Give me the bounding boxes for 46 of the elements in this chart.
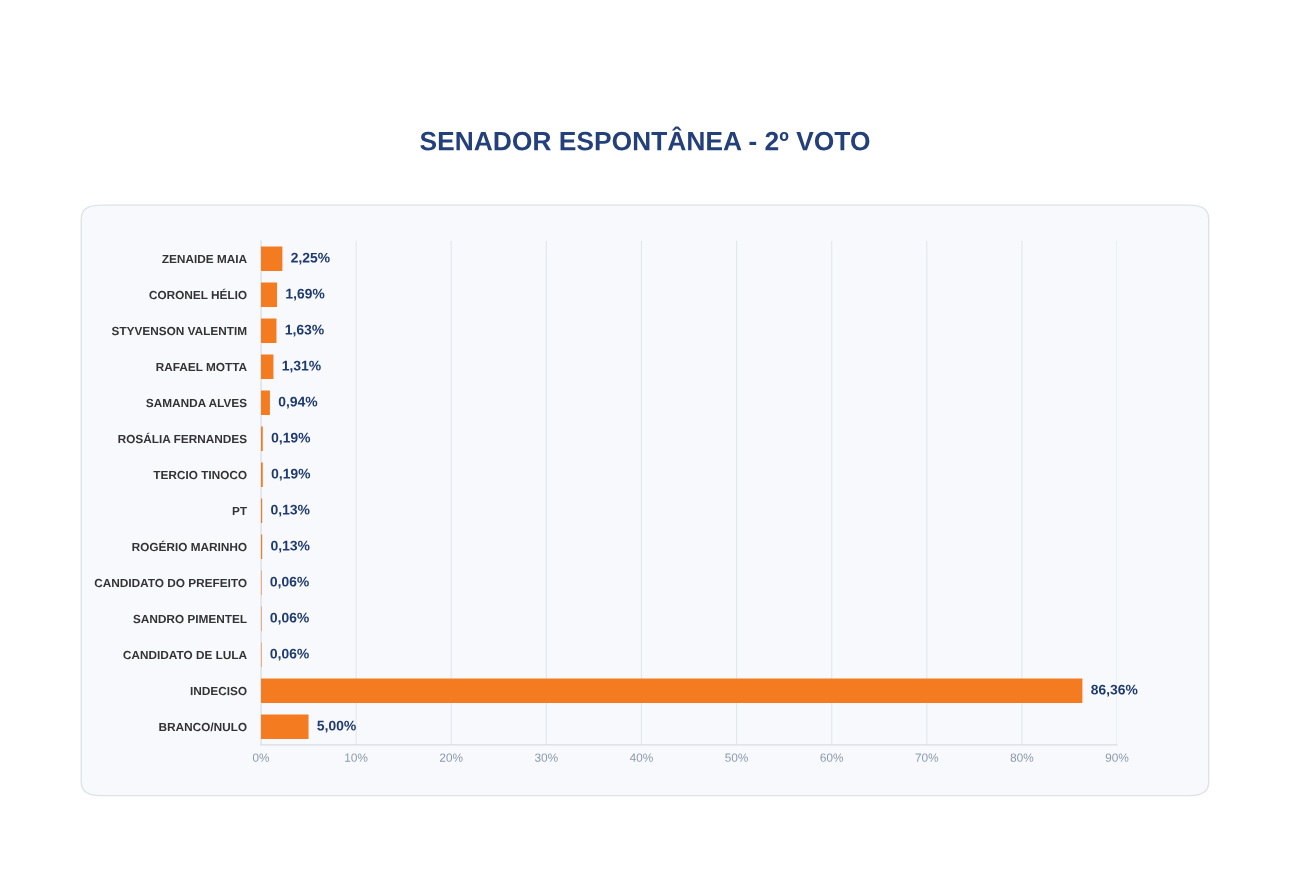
data-label: 0,06% [270, 576, 309, 589]
data-label: 1,69% [286, 288, 325, 301]
bar [260, 282, 278, 308]
x-tick-label: 70% [915, 753, 939, 762]
y-tick-label: CORONEL HÉLIO [149, 288, 247, 300]
bar [260, 390, 270, 416]
y-tick-label: BRANCO/NULO [159, 722, 247, 732]
y-tick-label: TERCIO TINOCO [153, 470, 247, 480]
y-tick-label: SANDRO PIMENTEL [133, 614, 247, 624]
x-tick-label: 60% [820, 753, 844, 762]
y-tick-label: PT [232, 506, 247, 516]
x-tick-label: 40% [629, 753, 653, 762]
data-label: 0,94% [278, 396, 318, 409]
y-tick-label: STYVENSON VALENTIM [111, 326, 247, 336]
data-label: 0,06% [270, 612, 309, 625]
y-tick-label: INDECISO [190, 686, 247, 696]
bar [260, 714, 309, 740]
x-tick-label: 0% [252, 753, 270, 762]
data-label: 1,63% [285, 324, 324, 337]
data-label: 0,19% [271, 432, 311, 445]
x-tick-label: 30% [534, 753, 558, 762]
data-label: 5,00% [317, 720, 356, 733]
y-tick-label: ROGÉRIO MARINHO [132, 540, 247, 552]
x-tick-label: 50% [725, 753, 748, 762]
x-tick-label: 90% [1105, 753, 1129, 762]
bar [260, 678, 1083, 704]
y-tick-label: ROSÁLIA FERNANDES [118, 432, 247, 444]
x-tick-label: 80% [1010, 753, 1034, 762]
bar [260, 318, 277, 344]
data-label: 0,19% [271, 468, 311, 481]
data-label: 0,13% [271, 504, 310, 517]
data-label: 1,31% [282, 360, 321, 373]
y-tick-label: RAFAEL MOTTA [156, 362, 247, 372]
data-label: 2,25% [291, 252, 330, 265]
x-tick-label: 20% [439, 753, 463, 762]
bar [260, 246, 283, 272]
bar [260, 354, 274, 380]
y-tick-label: SAMANDA ALVES [146, 398, 247, 408]
x-tick-label: 10% [345, 753, 368, 762]
y-tick-label: ZENAIDE MAIA [162, 255, 247, 264]
y-tick-label: CANDIDATO DO PREFEITO [94, 578, 247, 588]
chart-title: SENADOR ESPONTÂNEA - 2º VOTO [420, 126, 870, 151]
data-label: 0,13% [271, 540, 310, 553]
data-label: 0,06% [270, 648, 309, 661]
y-tick-label: CANDIDATO DE LULA [123, 650, 247, 660]
data-label: 86,36% [1091, 684, 1138, 697]
